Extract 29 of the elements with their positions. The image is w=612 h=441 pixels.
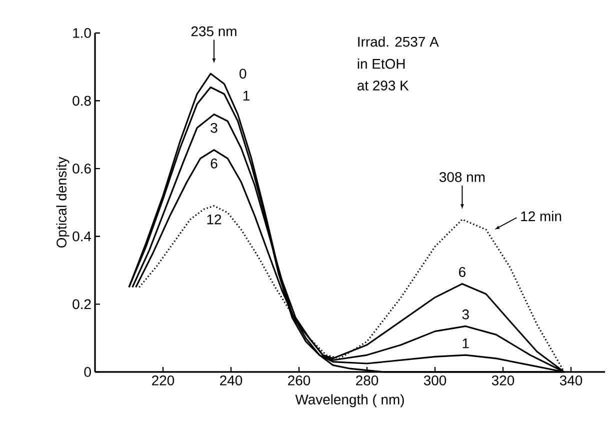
x-tick-label: 280 xyxy=(356,375,378,386)
y-tick-label: 0.4 xyxy=(72,231,92,242)
x-axis-title: Wavelength ( nm) xyxy=(295,394,404,408)
x-tick-label: 260 xyxy=(288,375,310,386)
annotation: 12 min xyxy=(521,210,562,222)
x-tick-label: 320 xyxy=(492,375,514,386)
x-tick-label: 220 xyxy=(152,375,174,386)
y-tick-label: 0.6 xyxy=(72,164,91,174)
annotation: Irrad. 2537 A xyxy=(358,36,439,47)
series-label: 1 xyxy=(243,90,250,100)
series-label: 0 xyxy=(240,68,246,79)
x-tick-label: 340 xyxy=(560,375,582,386)
x-tick-label: 300 xyxy=(424,375,446,386)
series-label: 6 xyxy=(210,158,218,168)
y-axis-title: Optical density xyxy=(56,156,70,248)
annotation: 3 xyxy=(462,309,469,320)
x-tick-label: 240 xyxy=(220,375,242,386)
series-label: 12 xyxy=(207,214,222,224)
y-tick-label: 1.0 xyxy=(73,28,91,38)
annotation: at 293 K xyxy=(358,80,409,90)
annotation: 308 nm xyxy=(439,172,485,182)
y-tick-label: 0.8 xyxy=(72,96,91,106)
annotation: in EtOH xyxy=(358,58,405,69)
y-tick-label: 0 xyxy=(84,367,91,377)
y-tick-label: 0.2 xyxy=(72,299,91,310)
series-label: 3 xyxy=(210,122,218,133)
annotation: 235 nm xyxy=(191,26,236,36)
annotation: 6 xyxy=(459,267,466,277)
annotation: 1 xyxy=(462,338,469,348)
